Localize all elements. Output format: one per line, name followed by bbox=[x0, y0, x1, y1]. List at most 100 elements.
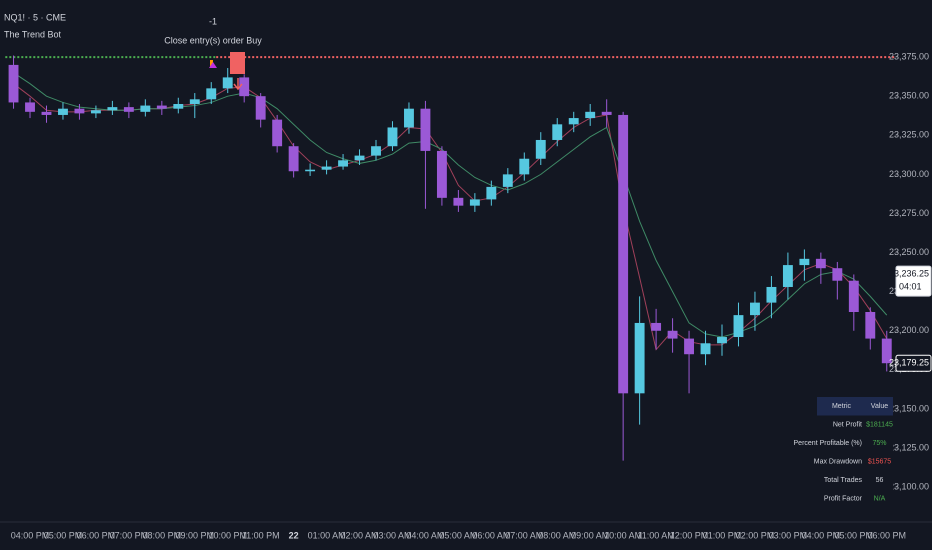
y-tick-label: 23,275.00 bbox=[889, 208, 929, 218]
candle-body bbox=[321, 166, 332, 170]
table-value: $15675 bbox=[868, 459, 891, 466]
x-tick-label: 06:00 PM bbox=[77, 530, 116, 540]
x-tick-label: 09:00 PM bbox=[176, 530, 215, 540]
x-tick-label: 01:00 PM bbox=[703, 530, 742, 540]
candle-body bbox=[123, 107, 134, 112]
candle-body bbox=[865, 312, 876, 339]
order-flag bbox=[230, 52, 245, 74]
order-arrow bbox=[233, 78, 243, 91]
trade-annotation: Close entry(s) order Buy bbox=[164, 35, 262, 45]
candle-body bbox=[700, 343, 711, 355]
table-header: Metric bbox=[832, 403, 852, 410]
x-tick-label: 07:00 AM bbox=[505, 530, 543, 540]
candle-body bbox=[799, 258, 810, 266]
candle-body bbox=[486, 186, 497, 200]
x-tick-label: 08:00 PM bbox=[143, 530, 182, 540]
candle-body bbox=[206, 88, 217, 100]
candle-body bbox=[189, 99, 200, 104]
x-tick-label: 08:00 AM bbox=[538, 530, 576, 540]
candle-body bbox=[535, 139, 546, 159]
candle-body bbox=[107, 107, 118, 111]
price-marker-label: 23,236.25 bbox=[889, 268, 929, 278]
table-header-bg bbox=[817, 397, 893, 416]
candle-body bbox=[239, 77, 250, 97]
candle-body bbox=[222, 77, 233, 89]
candle-body bbox=[305, 169, 316, 172]
order-arrow bbox=[209, 62, 217, 68]
candle-body bbox=[815, 258, 826, 269]
candle-body bbox=[140, 105, 151, 112]
candle-body bbox=[848, 280, 859, 312]
stats-table: Metric Value Net Profit $181145 Percent Prof… bbox=[794, 397, 893, 508]
price-marker bbox=[895, 265, 932, 297]
candle-body bbox=[733, 315, 744, 338]
table-value: 56 bbox=[876, 477, 884, 484]
candle-body bbox=[156, 105, 167, 109]
candle-body bbox=[338, 160, 348, 167]
candle-body bbox=[173, 104, 184, 109]
candle-body bbox=[255, 96, 266, 120]
candle-body bbox=[8, 64, 19, 103]
table-header: Value bbox=[871, 403, 888, 410]
last-price-label: 23,179.25 bbox=[889, 358, 929, 368]
candle-body bbox=[766, 286, 777, 303]
candle-body bbox=[717, 337, 727, 344]
y-tick-label: 23,375.00 bbox=[889, 51, 929, 61]
x-tick-label: 04:00 PM bbox=[802, 530, 841, 540]
candle-body bbox=[881, 338, 892, 364]
trade-annotation: -1 bbox=[209, 16, 217, 26]
candle-body bbox=[453, 197, 464, 206]
x-tick-label: 05:00 PM bbox=[44, 530, 83, 540]
candle-body bbox=[601, 111, 612, 115]
table-value: $181145 bbox=[866, 422, 893, 429]
price-axis: 23,100.0023,125.0023,150.0023,175.0023,2… bbox=[0, 51, 932, 540]
candle-body bbox=[750, 302, 760, 316]
table-metric: Percent Profitable (%) bbox=[794, 440, 862, 447]
candle-body bbox=[469, 199, 480, 206]
candle-body bbox=[25, 102, 35, 112]
y-tick-label: 23,150.00 bbox=[889, 403, 929, 413]
candle-body bbox=[436, 150, 447, 198]
candle-body bbox=[618, 114, 629, 394]
x-tick-label: 11:00 AM bbox=[637, 530, 674, 540]
x-tick-label: 10:00 PM bbox=[208, 530, 247, 540]
x-tick-label: 03:00 PM bbox=[769, 530, 808, 540]
table-metric: Max Drawdown bbox=[814, 459, 862, 466]
plot bbox=[5, 55, 895, 461]
y-tick-label: 23,300.00 bbox=[889, 169, 929, 179]
x-tick-label: 02:00 PM bbox=[736, 530, 775, 540]
candle-body bbox=[667, 330, 678, 339]
candle-body bbox=[420, 108, 431, 151]
candle-body bbox=[272, 119, 283, 147]
x-tick-label: 06:00 PM bbox=[867, 530, 906, 540]
y-tick-label: 23,250.00 bbox=[889, 247, 929, 257]
x-tick-label: 05:00 AM bbox=[439, 530, 477, 540]
candle-body bbox=[519, 158, 530, 175]
x-tick-label: 07:00 PM bbox=[110, 530, 149, 540]
x-tick-label: 12:00 PM bbox=[670, 530, 709, 540]
candle-body bbox=[74, 108, 85, 114]
x-tick-label: 06:00 AM bbox=[472, 530, 510, 540]
x-tick-label: 04:00 PM bbox=[11, 530, 50, 540]
table-metric: Total Trades bbox=[824, 477, 863, 484]
indicator-name: The Trend Bot bbox=[4, 29, 62, 39]
y-tick-label: 23,325.00 bbox=[889, 130, 929, 140]
symbol: NQ1! · 5 · CME bbox=[4, 12, 66, 22]
candle-body bbox=[634, 322, 645, 394]
y-tick-label: 23,100.00 bbox=[889, 482, 929, 492]
candle-body bbox=[90, 110, 101, 114]
candle-body bbox=[41, 111, 52, 115]
candle-body bbox=[585, 111, 596, 119]
candle-body bbox=[288, 146, 299, 172]
x-tick-label: 22 bbox=[289, 530, 299, 540]
candle-body bbox=[684, 338, 694, 355]
x-tick-label: 11:00 PM bbox=[242, 530, 280, 540]
last-price-marker bbox=[895, 354, 932, 372]
candle-body bbox=[387, 127, 398, 147]
x-tick-label: 09:00 AM bbox=[571, 530, 609, 540]
x-tick-label: 03:00 AM bbox=[373, 530, 411, 540]
candle-body bbox=[832, 268, 843, 281]
x-tick-label: 04:00 AM bbox=[406, 530, 444, 540]
